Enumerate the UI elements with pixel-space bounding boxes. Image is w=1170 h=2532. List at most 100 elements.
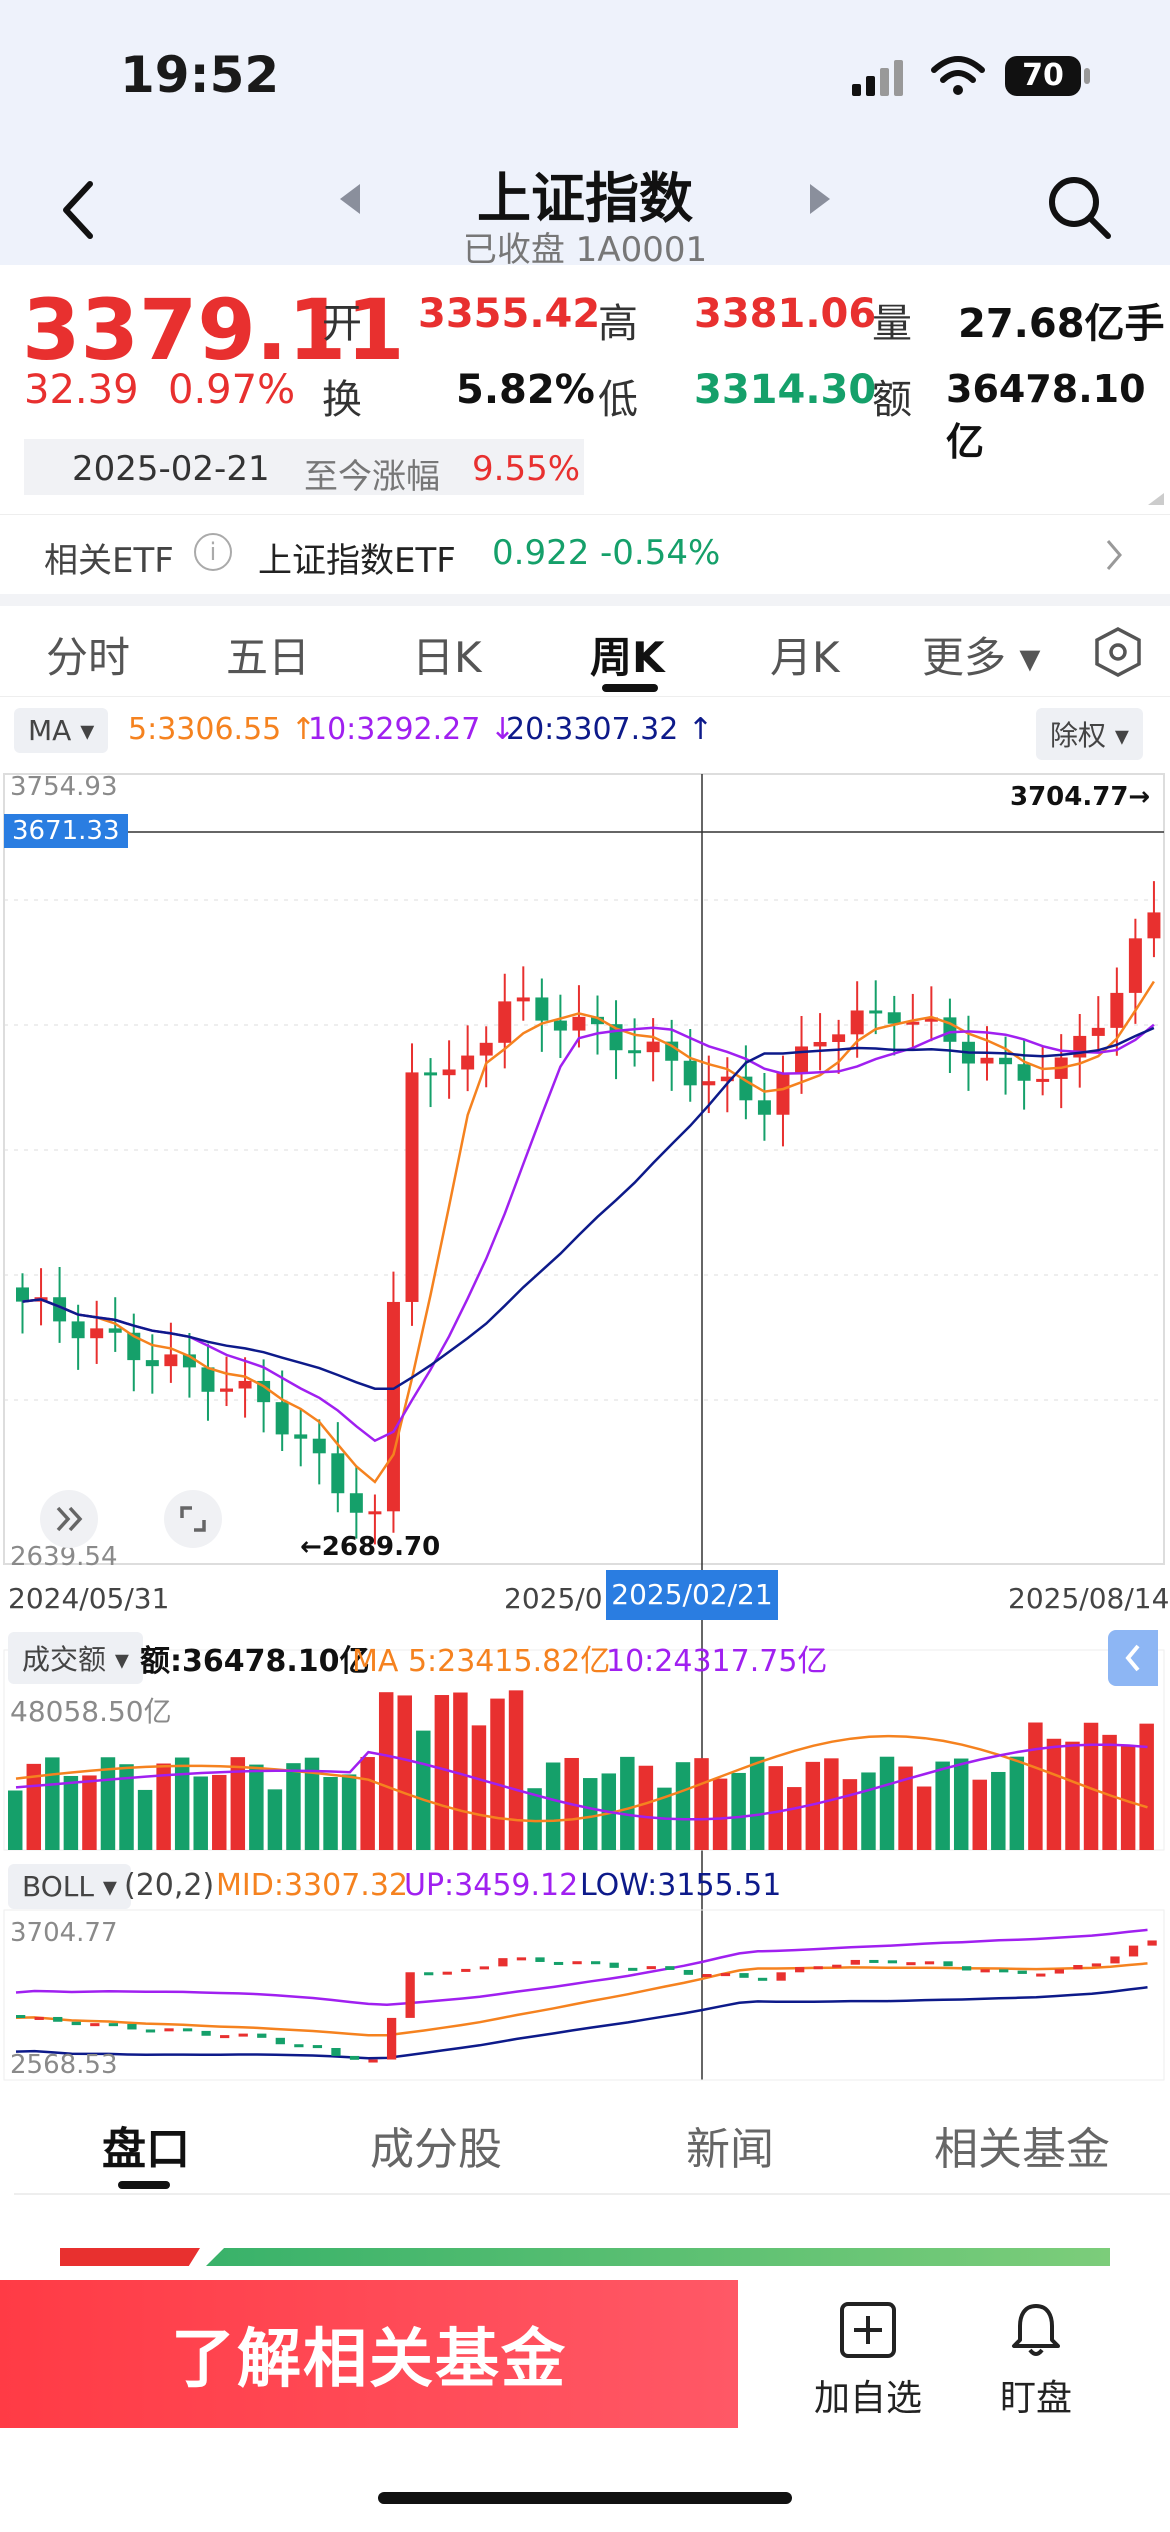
tab-order-book[interactable]: 盘口 — [102, 2124, 190, 2175]
volume-bar — [861, 1772, 876, 1850]
kline-chart-area[interactable]: 3754.93 3671.33 3704.77→ ←2689.70 2639.5… — [0, 770, 1170, 2090]
volume-bar — [416, 1730, 431, 1850]
next-stock-icon[interactable] — [806, 182, 834, 216]
tab-related-funds[interactable]: 相关基金 — [934, 2124, 1110, 2175]
search-icon[interactable] — [1046, 174, 1112, 240]
main-chart-frame — [3, 773, 1165, 1565]
boll-candle — [906, 1962, 916, 1966]
boll-candle — [572, 1961, 582, 1965]
volume-bar — [842, 1779, 858, 1850]
volume-bar — [620, 1756, 635, 1850]
tab-intraday[interactable]: 分时 — [46, 633, 131, 682]
ma5-value: 5:3306.55 ↑ — [128, 712, 316, 747]
ma20-line — [22, 1026, 1155, 1391]
tab-weekly-k[interactable]: 周K — [590, 633, 665, 682]
status-bar: 19:52 70 — [0, 0, 1170, 150]
double-chevron-icon — [56, 1506, 83, 1532]
ma-indicator-row: MA ▾ 5:3306.55 ↑ 10:3292.27 ↓ 20:3307.32… — [0, 698, 1170, 766]
volume-max-label: 48058.50亿 — [10, 1695, 172, 1728]
ma-selector[interactable]: MA ▾ — [14, 708, 109, 753]
fullscreen-button[interactable] — [164, 1490, 222, 1548]
volume-bar — [1028, 1722, 1043, 1850]
candle-body — [1091, 1027, 1105, 1036]
tab-divider — [14, 2193, 1170, 2195]
volume-bar — [953, 1758, 969, 1850]
candle-body — [164, 1354, 178, 1367]
candle-body — [980, 1057, 994, 1064]
expand-left-button[interactable] — [40, 1490, 98, 1548]
etf-change: -0.54% — [600, 533, 721, 573]
candle-body — [906, 1021, 920, 1025]
ma20-value: 20:3307.32 ↑ — [506, 712, 714, 747]
watch-market-button[interactable]: 盯盘 — [976, 2300, 1096, 2421]
x-label-mid: 2025/0 — [504, 1582, 603, 1615]
boll-candle — [1036, 1973, 1046, 1977]
tab-daily-k[interactable]: 日K — [412, 633, 482, 682]
since-value: 9.55% — [472, 449, 581, 489]
volume-bar — [100, 1757, 116, 1850]
volume-bar — [471, 1725, 487, 1850]
learn-funds-button[interactable]: 了解相关基金 — [0, 2280, 738, 2428]
volume-bar — [1009, 1756, 1025, 1850]
volume-bar — [935, 1761, 950, 1850]
tab-news[interactable]: 新闻 — [686, 2124, 774, 2175]
turnover-value: 5.82% — [456, 367, 595, 413]
kline-chart[interactable] — [0, 770, 1170, 2090]
volume-bar — [972, 1779, 987, 1850]
boll-candle — [757, 1977, 768, 1981]
candle-body — [312, 1438, 326, 1454]
candle-body — [1147, 912, 1161, 939]
tab-more[interactable]: 更多 ▾ — [922, 633, 1041, 682]
boll-candle — [776, 1972, 786, 1981]
boll-candle — [71, 2021, 81, 2026]
boll-mid-line — [15, 1962, 1148, 2037]
boll-candle — [108, 2023, 119, 2027]
candle-body — [757, 1100, 771, 1115]
related-etf-bar[interactable]: 相关ETF i 上证指数ETF 0.922 -0.54% — [0, 514, 1170, 595]
boll-candle — [424, 1972, 434, 1976]
volume-bar — [286, 1763, 301, 1850]
info-icon[interactable]: i — [194, 533, 232, 571]
quote-panel: 3379.11 32.39 0.97% 开 3355.42 高 3381.06 … — [0, 265, 1170, 510]
ratio-bar-up — [60, 2248, 200, 2266]
candle-body — [924, 1017, 938, 1022]
settings-hexagon-icon[interactable] — [1092, 626, 1144, 678]
last-price: 3379.11 — [22, 281, 405, 379]
boll-candle — [220, 2035, 230, 2039]
candle-body — [331, 1453, 345, 1494]
etf-name: 上证指数ETF — [258, 541, 456, 581]
boll-candle — [145, 2029, 156, 2033]
boll-upper-line — [15, 1928, 1148, 2007]
page-subtitle: 已收盘 1A0001 — [462, 230, 708, 270]
collapse-panel-button[interactable] — [1108, 1630, 1158, 1686]
min-marker-label: ←2689.70 — [300, 1532, 441, 1562]
boll-mid: MID:3307.32 — [216, 1868, 408, 1903]
prev-stock-icon[interactable] — [336, 182, 364, 216]
candle-body — [53, 1297, 67, 1322]
candle-body — [999, 1057, 1013, 1065]
tab-monthly-k[interactable]: 月K — [770, 633, 840, 682]
candle-body — [479, 1042, 493, 1056]
candle-body — [1017, 1064, 1031, 1081]
boll-candle — [702, 1974, 712, 1978]
boll-candle — [312, 2045, 323, 2049]
boll-selector[interactable]: BOLL ▾ — [8, 1864, 131, 1909]
tab-constituents[interactable]: 成分股 — [370, 2124, 502, 2175]
boll-candle — [943, 1961, 953, 1967]
page-title: 上证指数 — [477, 167, 693, 230]
back-arrow-icon[interactable] — [58, 180, 98, 240]
price-change: 32.39 — [24, 367, 139, 413]
candle-body — [386, 1301, 400, 1512]
boll-candle — [182, 2028, 193, 2032]
volume-bar — [916, 1786, 932, 1850]
boll-candle — [869, 1959, 879, 1963]
adjust-selector[interactable]: 除权 ▾ — [1036, 708, 1143, 760]
volume-bar — [137, 1789, 153, 1850]
boll-up: UP:3459.12 — [404, 1868, 579, 1903]
boll-candle — [628, 1967, 638, 1971]
boll-min-label: 2568.53 — [10, 2050, 118, 2080]
add-watchlist-button[interactable]: 加自选 — [808, 2300, 928, 2421]
candle-body — [220, 1388, 234, 1392]
tab-five-day[interactable]: 五日 — [226, 633, 311, 682]
volume-selector[interactable]: 成交额 ▾ — [8, 1632, 143, 1684]
